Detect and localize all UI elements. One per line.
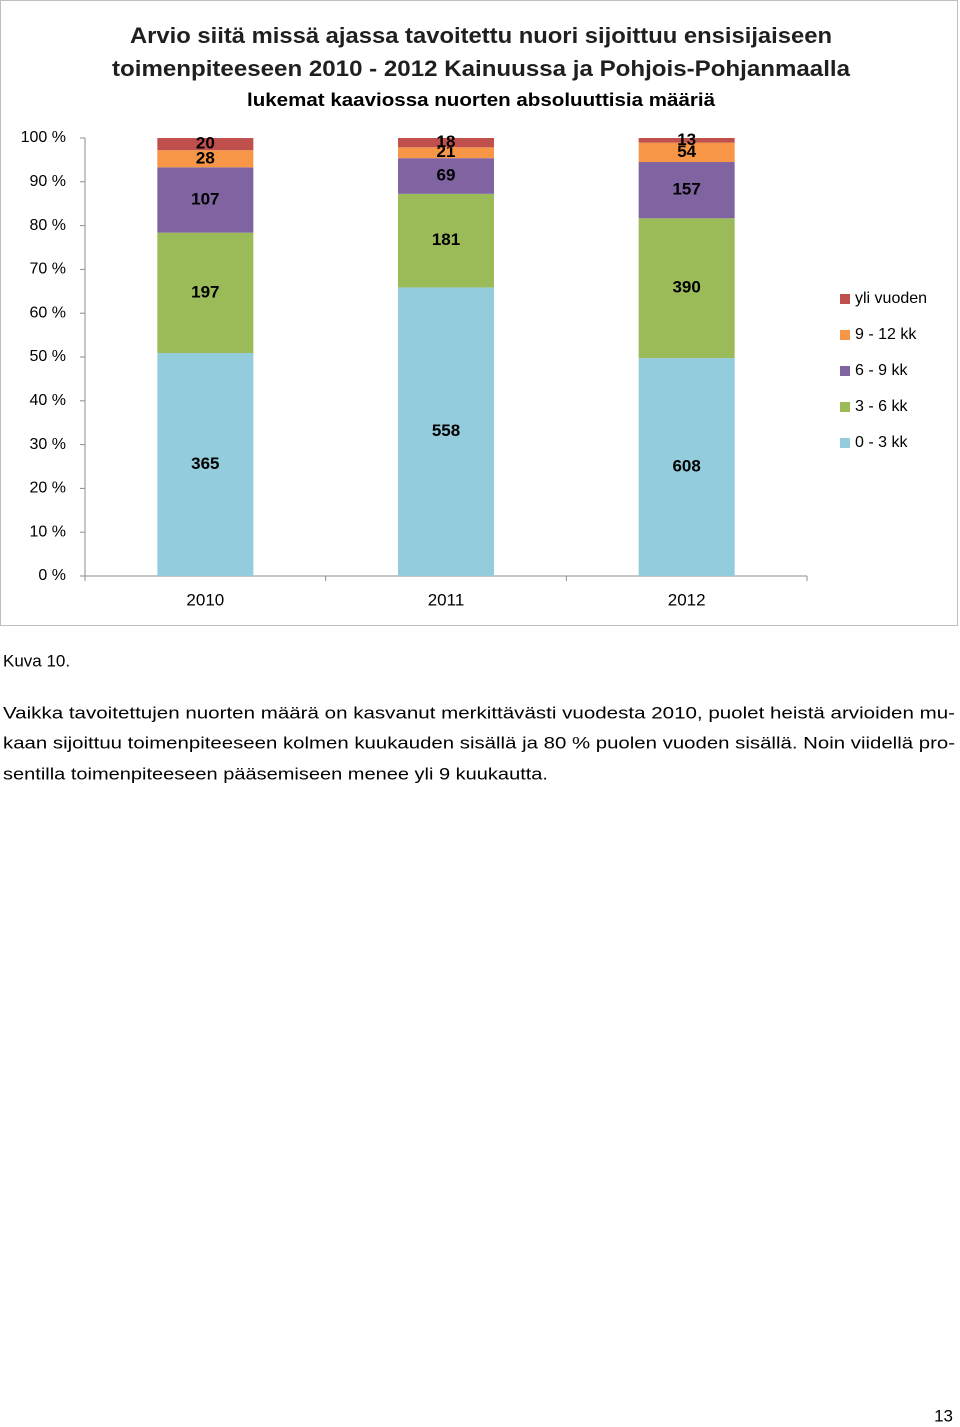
legend-label: 9 - 12 kk [855, 326, 917, 343]
legend-swatch [840, 294, 850, 304]
x-tick-label: 2010 [186, 590, 224, 609]
data-label: 365 [191, 454, 219, 473]
data-label: 13 [677, 130, 696, 149]
bar-segment [157, 353, 254, 576]
legend-label: 0 - 3 kk [855, 434, 908, 451]
paragraph-line: kaan sijoittuu toimenpiteeseen kolmen ku… [3, 733, 955, 752]
bar-segment [398, 193, 494, 288]
y-tick-label: 90 % [30, 173, 66, 190]
y-tick-label: 70 % [30, 261, 66, 278]
bar-segment [638, 218, 735, 359]
bar-segment [398, 147, 494, 159]
chart-subtitle: lukemat kaaviossa nuorten absoluuttisia … [247, 90, 716, 110]
x-tick-label: 2012 [668, 590, 706, 609]
chart-title: Arvio siitä missä ajassa tavoitettu nuor… [130, 23, 832, 48]
legend-label: yli vuoden [855, 290, 927, 307]
y-tick-label: 0 % [38, 567, 66, 584]
bar-segment [398, 158, 494, 194]
caption: Kuva 10. [3, 651, 70, 670]
bar-segment [638, 162, 735, 219]
bar-segment [157, 167, 254, 233]
bar-segment [157, 232, 254, 354]
chart-title: toimenpiteeseen 2010 - 2012 Kainuussa ja… [112, 56, 851, 81]
y-tick-label: 100 % [21, 129, 66, 146]
bar-segment [638, 358, 735, 576]
bar-segment [638, 138, 735, 143]
bar-segment [157, 150, 254, 168]
bar-segment [398, 138, 494, 148]
data-label: 608 [672, 457, 700, 476]
bar-segment [638, 142, 735, 163]
data-label: 54 [677, 142, 696, 161]
y-tick-label: 50 % [30, 348, 66, 365]
y-tick-label: 80 % [30, 217, 66, 234]
data-label: 107 [191, 189, 219, 208]
y-tick-label: 20 % [30, 480, 66, 497]
legend-label: 6 - 9 kk [855, 362, 908, 379]
data-label: 18 [437, 132, 456, 151]
paragraph-line: sentilla toimenpiteeseen pääsemiseen men… [3, 764, 548, 783]
y-tick-label: 60 % [30, 304, 66, 321]
legend-swatch [840, 402, 850, 412]
y-tick-label: 30 % [30, 436, 66, 453]
legend-swatch [840, 438, 850, 448]
data-label: 28 [196, 148, 215, 167]
legend-label: 3 - 6 kk [855, 398, 908, 415]
data-label: 69 [437, 165, 456, 184]
paragraph-line: Vaikka tavoitettujen nuorten määrä on ka… [3, 703, 955, 722]
bar-segment [157, 138, 254, 151]
bar-segment [398, 287, 494, 576]
data-label: 197 [191, 282, 219, 301]
x-tick-label: 2011 [428, 590, 465, 609]
data-label: 181 [432, 230, 460, 249]
page-number: 13 [934, 1406, 953, 1425]
y-tick-label: 40 % [30, 392, 66, 409]
data-label: 157 [672, 180, 700, 199]
legend-swatch [840, 366, 850, 376]
data-label: 20 [196, 134, 215, 153]
data-label: 390 [672, 278, 700, 297]
data-label: 558 [432, 421, 460, 440]
y-tick-label: 10 % [30, 523, 66, 540]
legend-swatch [840, 330, 850, 340]
